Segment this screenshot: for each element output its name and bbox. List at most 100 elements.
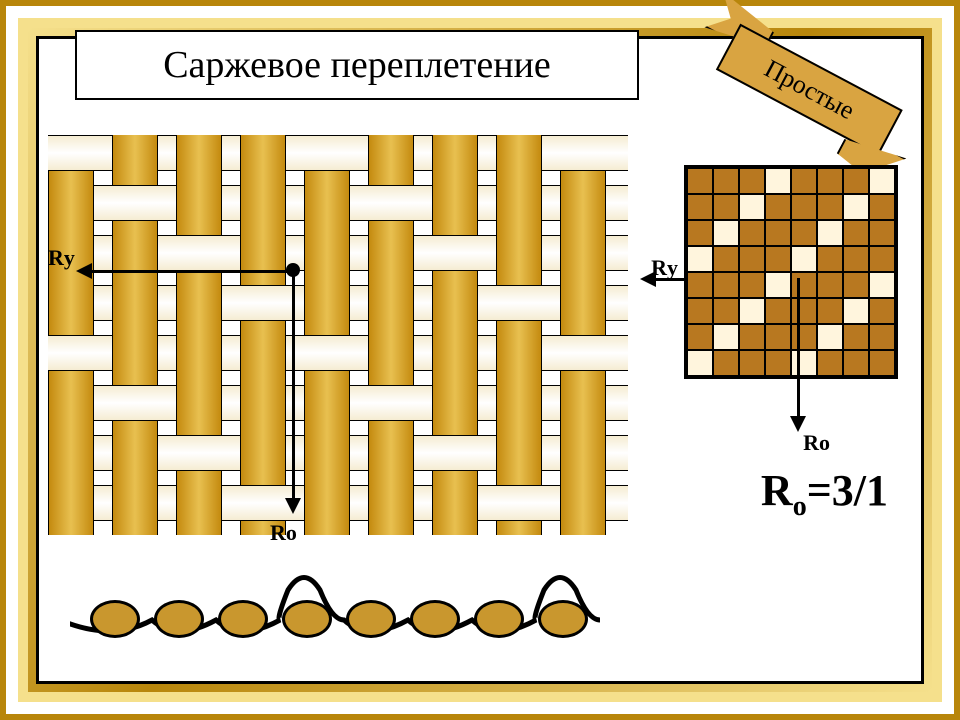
weft-over-seg (366, 385, 414, 421)
stage: Саржевое переплетение Простые Rу Rо Rу R… (0, 0, 960, 720)
grid-cell (713, 246, 739, 272)
arrow-ry-grid-icon (644, 278, 688, 281)
warp-over-seg (240, 135, 286, 171)
grid-cell (687, 298, 713, 324)
warp-over-seg (496, 183, 542, 221)
grid-cell (817, 168, 843, 194)
warp-over-seg (496, 433, 542, 471)
weft-over-seg (366, 185, 414, 221)
warp-over-seg (432, 383, 478, 421)
weft-over-seg (238, 485, 286, 521)
warp-over-seg (560, 283, 606, 321)
warp-over-seg (48, 483, 94, 521)
warp-over-seg (368, 135, 414, 171)
grid-cell (817, 220, 843, 246)
grid-cell (791, 168, 817, 194)
grid-cell (739, 194, 765, 220)
grid-cell (687, 324, 713, 350)
pattern-grid (684, 165, 898, 379)
arrow-ro-grid-icon (797, 278, 800, 428)
warp-over-seg (560, 183, 606, 221)
grid-cell (765, 220, 791, 246)
cross-section-profile (70, 560, 630, 650)
grid-cell (869, 350, 895, 376)
grid-cell (791, 246, 817, 272)
weft-over-seg (430, 235, 478, 271)
grid-cell (739, 350, 765, 376)
grid-cell (739, 272, 765, 298)
warp-over-seg (240, 333, 286, 371)
grid-cell (687, 220, 713, 246)
grid-cell (765, 298, 791, 324)
yarn-cross-section-icon (346, 600, 396, 638)
grid-cell (765, 194, 791, 220)
warp-over-seg (368, 233, 414, 271)
warp-over-seg (432, 333, 478, 371)
grid-cell (843, 272, 869, 298)
grid-cell (817, 324, 843, 350)
warp-over-seg (240, 183, 286, 221)
warp-over-seg (368, 433, 414, 471)
grid-cell (713, 298, 739, 324)
yarn-cross-section-icon (410, 600, 460, 638)
grid-cell (713, 168, 739, 194)
warp-over-seg (48, 383, 94, 421)
warp-over-seg (496, 383, 542, 421)
weft-over-seg (110, 185, 158, 221)
warp-over-seg (240, 233, 286, 271)
warp-over-seg (560, 383, 606, 421)
warp-over-seg (304, 483, 350, 521)
grid-cell (869, 220, 895, 246)
formula-text: Ro=3/1 (761, 465, 888, 523)
warp-over-seg (496, 333, 542, 371)
grid-cell (869, 168, 895, 194)
grid-cell (791, 194, 817, 220)
warp-over-seg (368, 283, 414, 321)
yarn-cross-section-icon (538, 600, 588, 638)
grid-cell (791, 350, 817, 376)
grid-cell (739, 324, 765, 350)
warp-over-seg (112, 135, 158, 171)
grid-cell (817, 298, 843, 324)
grid-cell (843, 298, 869, 324)
weft-over-seg (302, 335, 350, 371)
weft-over-seg (494, 485, 542, 521)
weft-over-seg (48, 335, 94, 371)
warp-over-seg (176, 333, 222, 371)
warp-over-seg (368, 483, 414, 521)
weft-over-seg (238, 285, 286, 321)
warp-over-seg (304, 233, 350, 271)
title-box: Саржевое переплетение (75, 30, 639, 100)
ribbon-label: Простые (759, 54, 859, 126)
warp-over-seg (496, 233, 542, 271)
warp-over-seg (176, 135, 222, 171)
grid-cell (869, 194, 895, 220)
grid-cell (713, 272, 739, 298)
grid-cell (687, 168, 713, 194)
warp-over-seg (560, 483, 606, 521)
weft-over-seg (430, 435, 478, 471)
yarn-cross-section-icon (282, 600, 332, 638)
grid-cell (869, 246, 895, 272)
warp-over-seg (176, 483, 222, 521)
grid-cell (791, 298, 817, 324)
grid-cell (687, 350, 713, 376)
grid-cell (739, 168, 765, 194)
grid-cell (765, 350, 791, 376)
warp-over-seg (176, 183, 222, 221)
grid-cell (817, 272, 843, 298)
yarn-cross-section-icon (90, 600, 140, 638)
warp-over-seg (560, 433, 606, 471)
warp-over-seg (432, 135, 478, 171)
warp-over-seg (112, 333, 158, 371)
grid-cell (765, 272, 791, 298)
label-ro-grid: Rо (803, 430, 830, 456)
weft-over-seg (558, 335, 606, 371)
grid-cell (713, 194, 739, 220)
arrow-ry-icon (80, 270, 290, 273)
grid-cell (687, 246, 713, 272)
grid-cell (843, 168, 869, 194)
warp-over-seg (240, 383, 286, 421)
warp-over-seg (48, 433, 94, 471)
warp-over-seg (304, 383, 350, 421)
